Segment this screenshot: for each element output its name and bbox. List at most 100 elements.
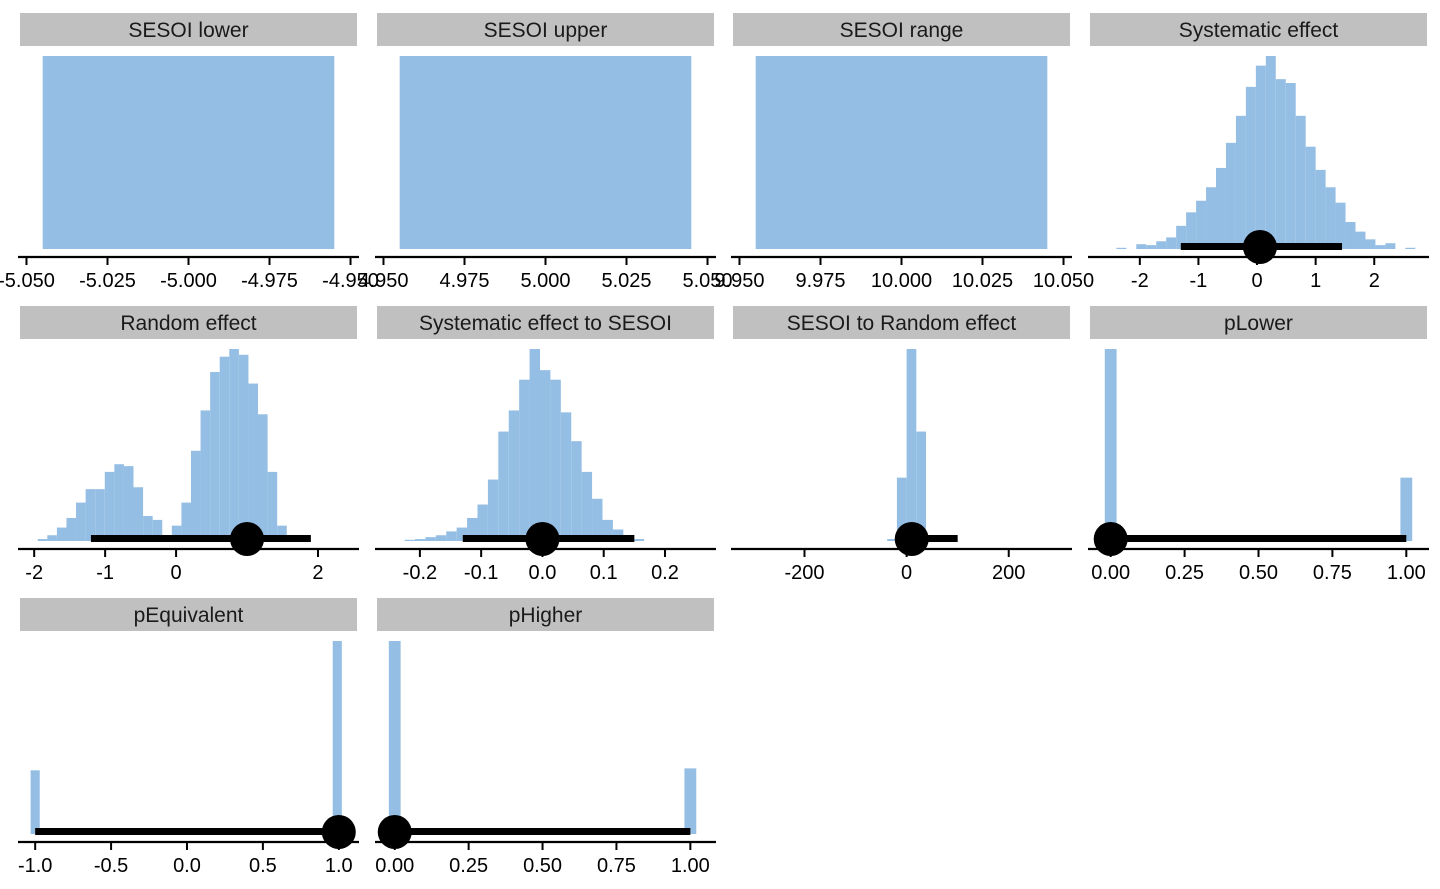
x-tick-label: 0.5 <box>249 855 277 877</box>
histogram-bar <box>1146 245 1157 249</box>
histogram-bar <box>277 525 287 541</box>
histogram-bar <box>539 370 551 541</box>
histogram-bar <box>435 535 447 541</box>
panel-systematic-effect: Systematic effect -2 -1 0 1 2 <box>1088 13 1429 292</box>
point-estimate <box>321 815 356 849</box>
x-tick-label: 0.50 <box>1239 562 1278 584</box>
panel-sesoi-range: SESOI range 9.950 9.975 10.000 10.025 10.050 <box>714 13 1094 292</box>
panel-strip <box>20 306 357 339</box>
x-tick-label: -5.025 <box>79 270 136 292</box>
x-tick-label: 0.00 <box>1091 562 1130 584</box>
histogram-bar <box>200 410 211 541</box>
panel-pequivalent: pEquivalent -1.0 -0.5 0.0 0.5 1.0 <box>18 598 359 877</box>
histogram-bar <box>487 479 499 541</box>
x-tick-label: 0.25 <box>449 855 488 877</box>
histogram-bar <box>467 517 478 541</box>
histogram-bar <box>1245 86 1256 249</box>
histogram-bar <box>1400 477 1413 541</box>
histogram-bar <box>1325 187 1336 249</box>
histogram-bar <box>592 498 603 541</box>
histogram-bar <box>404 539 415 541</box>
histogram-bar <box>414 539 426 541</box>
histogram-bar <box>30 770 40 834</box>
histogram-bar <box>519 379 530 541</box>
x-tick-label: -1 <box>96 562 114 584</box>
x-tick-label: 10.000 <box>871 270 932 292</box>
histogram-bar <box>1116 247 1127 249</box>
x-tick-label: 0 <box>901 562 912 584</box>
x-tick-label: -0.2 <box>403 562 437 584</box>
panel-strip <box>1090 13 1427 46</box>
x-tick-label: 2 <box>312 562 323 584</box>
histogram-bar <box>1216 167 1226 249</box>
x-tick-label: 5.050 <box>682 270 732 292</box>
panel-strip <box>733 13 1070 46</box>
histogram-bar <box>104 471 115 541</box>
histogram-bar <box>66 517 77 541</box>
panel-strip <box>377 598 714 631</box>
point-estimate <box>1093 522 1128 556</box>
panel-title: SESOI to Random effect <box>787 312 1017 335</box>
panel-title: pEquivalent <box>134 604 244 627</box>
histogram-bar <box>42 56 335 249</box>
panel-plower: pLower 0.00 0.25 0.50 0.75 1.00 <box>1088 306 1429 584</box>
histogram-bar <box>1345 221 1356 249</box>
panel-strip <box>377 13 714 46</box>
panel-random-effect: Random effect -2 -1 0 2 <box>18 306 359 584</box>
x-tick-label: -2 <box>25 562 43 584</box>
histogram-bar <box>1355 231 1366 249</box>
histogram-bar <box>248 383 259 541</box>
histogram-bar <box>498 431 509 541</box>
histogram-bar <box>1285 83 1296 250</box>
panel-title: pHigher <box>509 604 583 627</box>
panel-strip <box>1090 306 1427 339</box>
x-tick-label: 1.0 <box>325 855 353 877</box>
x-tick-label: -1.0 <box>18 855 52 877</box>
x-tick-label: 0.00 <box>375 855 414 877</box>
x-tick-label: 0 <box>1251 270 1262 292</box>
histogram-bar <box>1295 115 1306 249</box>
x-tick-label: 2 <box>1369 270 1380 292</box>
panel-title: Systematic effect to SESOI <box>419 312 672 335</box>
histogram-bar <box>76 502 86 541</box>
point-estimate <box>230 522 265 556</box>
histogram-bar <box>1186 212 1197 249</box>
x-tick-label: 0.25 <box>1165 562 1204 584</box>
histogram-bar <box>1265 56 1276 249</box>
histogram-bar <box>267 471 278 541</box>
panel-strip <box>377 306 714 339</box>
histogram-bar <box>1136 244 1147 249</box>
histogram-bar <box>1196 200 1207 249</box>
histogram-bar <box>133 487 144 541</box>
x-tick-label: 0.50 <box>523 855 562 877</box>
x-tick-label: 1 <box>1310 270 1321 292</box>
panel-sesoi-lower: SESOI lower -5.050 -5.025 -5.000 -4.975 -4.95… <box>0 13 379 292</box>
point-estimate <box>894 522 929 556</box>
panel-sesoi-upper: SESOI upper 4.950 4.975 5.000 5.025 5.050 <box>358 13 733 292</box>
histogram-bar <box>425 537 436 541</box>
histogram-bar <box>1405 247 1416 249</box>
histogram-bar <box>1335 202 1346 249</box>
histogram-bar <box>229 349 239 541</box>
histogram-bar <box>210 372 220 541</box>
histogram-bar <box>37 539 48 541</box>
panel-title: Random effect <box>120 312 256 335</box>
histogram-bar <box>550 379 561 541</box>
histogram-bar <box>1315 169 1326 249</box>
x-tick-label: -4.950 <box>322 270 379 292</box>
histogram-bar <box>581 471 593 541</box>
histogram-bar <box>508 410 520 541</box>
histogram-bar <box>896 477 907 541</box>
histogram-bar <box>114 464 124 541</box>
histogram-bar <box>1235 115 1246 249</box>
x-tick-label: 1.00 <box>1387 562 1426 584</box>
histogram-bar <box>1156 241 1167 249</box>
x-tick-label: -2 <box>1131 270 1149 292</box>
panel-strip <box>20 13 357 46</box>
histogram-bar <box>1206 187 1217 249</box>
histogram-bar <box>1305 146 1316 249</box>
panel-sesoi-to-random-effect: SESOI to Random effect -200 0 200 <box>731 306 1072 584</box>
panel-strip <box>20 598 357 631</box>
point-estimate <box>1242 230 1277 264</box>
histogram-bar <box>1385 243 1396 249</box>
